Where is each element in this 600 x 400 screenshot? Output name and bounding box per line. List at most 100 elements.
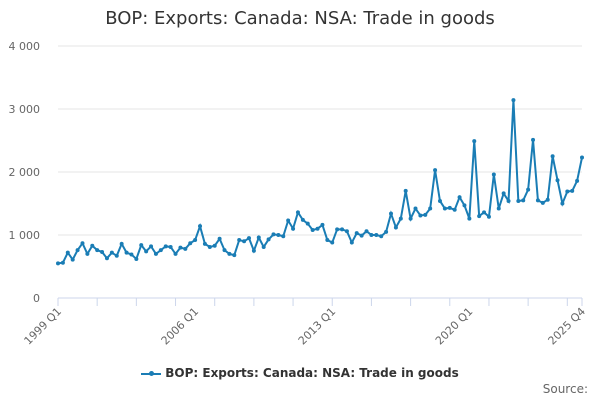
data-point[interactable] bbox=[462, 203, 467, 208]
data-point[interactable] bbox=[310, 227, 315, 232]
data-point[interactable] bbox=[433, 168, 438, 173]
data-point[interactable] bbox=[193, 238, 198, 243]
data-point[interactable] bbox=[501, 191, 506, 196]
data-point[interactable] bbox=[129, 252, 134, 257]
data-point[interactable] bbox=[340, 227, 345, 232]
data-point[interactable] bbox=[580, 155, 584, 160]
data-point[interactable] bbox=[374, 233, 379, 237]
data-point[interactable] bbox=[393, 225, 398, 230]
data-point[interactable] bbox=[526, 187, 531, 192]
data-point[interactable] bbox=[452, 207, 457, 212]
data-point[interactable] bbox=[134, 256, 139, 261]
data-point[interactable] bbox=[521, 198, 526, 203]
data-point[interactable] bbox=[482, 210, 487, 215]
data-point[interactable] bbox=[408, 216, 413, 221]
data-point[interactable] bbox=[271, 232, 276, 237]
data-point[interactable] bbox=[389, 211, 394, 216]
data-point[interactable] bbox=[104, 256, 109, 261]
data-point[interactable] bbox=[295, 210, 300, 215]
data-point[interactable] bbox=[60, 260, 65, 265]
data-point[interactable] bbox=[139, 243, 144, 248]
data-point[interactable] bbox=[531, 137, 536, 142]
data-point[interactable] bbox=[335, 227, 340, 232]
data-point[interactable] bbox=[457, 195, 462, 200]
data-point[interactable] bbox=[300, 217, 305, 222]
data-point[interactable] bbox=[472, 139, 477, 144]
data-point[interactable] bbox=[173, 251, 178, 256]
data-point[interactable] bbox=[369, 233, 374, 237]
data-point[interactable] bbox=[222, 248, 227, 253]
data-point[interactable] bbox=[153, 251, 158, 256]
data-point[interactable] bbox=[565, 189, 570, 194]
data-point[interactable] bbox=[320, 222, 325, 227]
data-point[interactable] bbox=[124, 250, 129, 255]
data-point[interactable] bbox=[198, 224, 203, 229]
data-point[interactable] bbox=[95, 248, 100, 253]
data-point[interactable] bbox=[437, 198, 442, 203]
data-point[interactable] bbox=[56, 261, 60, 266]
data-point[interactable] bbox=[291, 226, 296, 231]
data-point[interactable] bbox=[379, 234, 384, 239]
data-point[interactable] bbox=[183, 246, 188, 251]
data-point[interactable] bbox=[570, 188, 575, 193]
data-point[interactable] bbox=[80, 241, 85, 246]
data-point[interactable] bbox=[246, 236, 251, 241]
data-point[interactable] bbox=[442, 206, 447, 211]
data-point[interactable] bbox=[428, 206, 433, 211]
data-point[interactable] bbox=[349, 240, 354, 245]
data-point[interactable] bbox=[237, 238, 242, 243]
data-point[interactable] bbox=[261, 244, 266, 249]
data-point[interactable] bbox=[403, 188, 408, 193]
data-point[interactable] bbox=[560, 201, 565, 206]
data-point[interactable] bbox=[535, 198, 540, 203]
data-point[interactable] bbox=[119, 241, 124, 246]
data-point[interactable] bbox=[242, 239, 247, 244]
data-point[interactable] bbox=[413, 206, 418, 211]
data-point[interactable] bbox=[545, 197, 550, 202]
data-point[interactable] bbox=[251, 248, 256, 253]
data-point[interactable] bbox=[516, 198, 521, 203]
data-point[interactable] bbox=[325, 238, 330, 243]
data-point[interactable] bbox=[109, 250, 114, 255]
data-point[interactable] bbox=[149, 244, 154, 249]
data-point[interactable] bbox=[144, 249, 149, 254]
data-point[interactable] bbox=[65, 250, 70, 255]
data-point[interactable] bbox=[114, 253, 119, 258]
data-point[interactable] bbox=[398, 216, 403, 221]
data-point[interactable] bbox=[486, 214, 491, 219]
data-point[interactable] bbox=[359, 233, 364, 238]
data-point[interactable] bbox=[163, 244, 168, 249]
data-point[interactable] bbox=[207, 244, 212, 249]
data-point[interactable] bbox=[496, 206, 501, 211]
data-point[interactable] bbox=[168, 244, 173, 249]
data-point[interactable] bbox=[202, 241, 207, 246]
data-point[interactable] bbox=[188, 241, 193, 246]
data-point[interactable] bbox=[550, 154, 555, 159]
data-point[interactable] bbox=[447, 205, 452, 210]
data-point[interactable] bbox=[555, 178, 560, 183]
data-point[interactable] bbox=[575, 178, 580, 183]
data-point[interactable] bbox=[75, 248, 80, 253]
data-point[interactable] bbox=[423, 212, 428, 217]
data-point[interactable] bbox=[491, 172, 496, 177]
data-point[interactable] bbox=[384, 229, 389, 234]
data-point[interactable] bbox=[281, 234, 286, 239]
data-point[interactable] bbox=[266, 237, 271, 242]
data-point[interactable] bbox=[344, 229, 349, 234]
data-point[interactable] bbox=[330, 240, 335, 245]
data-point[interactable] bbox=[100, 250, 105, 255]
data-point[interactable] bbox=[232, 253, 237, 258]
data-point[interactable] bbox=[305, 221, 310, 226]
data-point[interactable] bbox=[90, 243, 95, 248]
data-point[interactable] bbox=[511, 98, 516, 103]
data-point[interactable] bbox=[70, 257, 75, 262]
data-point[interactable] bbox=[85, 251, 90, 256]
data-point[interactable] bbox=[315, 226, 320, 231]
data-point[interactable] bbox=[178, 245, 183, 250]
data-point[interactable] bbox=[286, 218, 291, 223]
data-point[interactable] bbox=[217, 236, 222, 241]
data-point[interactable] bbox=[227, 251, 232, 256]
data-point[interactable] bbox=[540, 200, 545, 205]
data-point[interactable] bbox=[418, 213, 423, 218]
data-point[interactable] bbox=[212, 243, 217, 248]
